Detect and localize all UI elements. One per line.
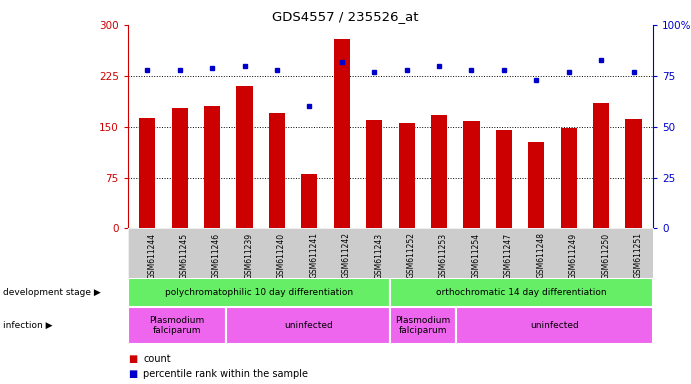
Text: GSM611243: GSM611243 — [375, 232, 384, 279]
Bar — [366, 120, 382, 228]
Text: Plasmodium
falciparum: Plasmodium falciparum — [396, 316, 451, 335]
Bar — [334, 38, 350, 228]
Text: uninfected: uninfected — [530, 321, 579, 330]
Text: GSM611246: GSM611246 — [212, 232, 221, 279]
Bar — [560, 128, 577, 228]
Text: Plasmodium
falciparum: Plasmodium falciparum — [149, 316, 205, 335]
Bar — [528, 142, 545, 228]
Text: GSM611253: GSM611253 — [439, 232, 448, 279]
Text: ■: ■ — [128, 369, 137, 379]
Text: GSM611249: GSM611249 — [569, 232, 578, 279]
Bar — [227, 307, 390, 344]
Text: GSM611251: GSM611251 — [634, 232, 643, 278]
Bar — [128, 278, 390, 307]
Text: GSM611254: GSM611254 — [471, 232, 480, 279]
Text: GDS4557 / 235526_at: GDS4557 / 235526_at — [272, 10, 419, 23]
Bar — [390, 278, 653, 307]
Text: ■: ■ — [128, 354, 137, 364]
Text: GSM611241: GSM611241 — [310, 232, 319, 278]
Text: development stage ▶: development stage ▶ — [3, 288, 101, 297]
Bar — [495, 130, 512, 228]
Bar — [456, 307, 653, 344]
Text: GSM611252: GSM611252 — [406, 232, 415, 278]
Bar — [301, 174, 317, 228]
Text: polychromatophilic 10 day differentiation: polychromatophilic 10 day differentiatio… — [165, 288, 353, 297]
Bar — [204, 106, 220, 228]
Bar — [171, 108, 188, 228]
Bar — [139, 118, 155, 228]
Text: count: count — [143, 354, 171, 364]
Text: uninfected: uninfected — [284, 321, 333, 330]
Text: GSM611240: GSM611240 — [277, 232, 286, 279]
Bar — [269, 113, 285, 228]
Bar — [399, 123, 415, 228]
Text: orthochromatic 14 day differentiation: orthochromatic 14 day differentiation — [437, 288, 607, 297]
Bar — [625, 119, 642, 228]
Bar — [464, 121, 480, 228]
Text: GSM611250: GSM611250 — [601, 232, 610, 279]
Text: GSM611239: GSM611239 — [245, 232, 254, 279]
Text: GSM611248: GSM611248 — [536, 232, 545, 278]
Bar — [128, 307, 227, 344]
Text: GSM611247: GSM611247 — [504, 232, 513, 279]
Text: percentile rank within the sample: percentile rank within the sample — [143, 369, 308, 379]
Bar — [431, 115, 447, 228]
Text: infection ▶: infection ▶ — [3, 321, 53, 330]
Bar — [593, 103, 609, 228]
Bar — [390, 307, 456, 344]
Text: GSM611245: GSM611245 — [180, 232, 189, 279]
Text: GSM611242: GSM611242 — [342, 232, 351, 278]
Text: GSM611244: GSM611244 — [147, 232, 156, 279]
Bar — [236, 86, 253, 228]
